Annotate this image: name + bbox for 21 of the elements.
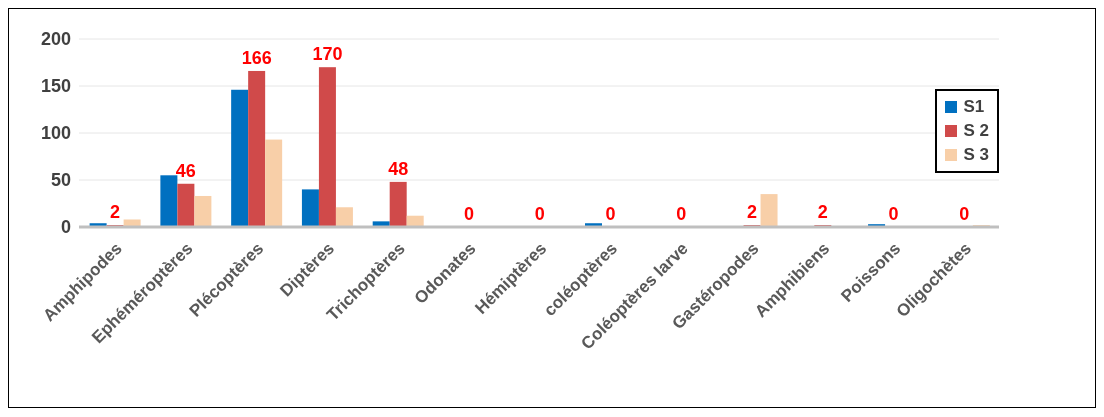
data-label: 0 — [888, 204, 899, 224]
data-label: 2 — [747, 202, 758, 223]
y-tick-label: 0 — [60, 217, 71, 238]
data-label: 0 — [959, 204, 970, 224]
data-label: 0 — [534, 204, 545, 224]
legend-label: S1 — [963, 96, 985, 118]
data-label: 2 — [817, 202, 828, 223]
data-label: 48 — [388, 158, 409, 179]
legend-label: S 3 — [963, 144, 989, 166]
y-tick-label: 150 — [40, 76, 71, 97]
data-label: 0 — [676, 204, 687, 224]
y-tick-label: 200 — [40, 29, 71, 50]
data-label: 2 — [110, 202, 121, 223]
data-label: 46 — [175, 160, 196, 181]
data-label: 166 — [241, 47, 272, 68]
data-label: 170 — [312, 44, 343, 65]
data-label: 0 — [463, 204, 474, 224]
legend-label: S 2 — [963, 120, 989, 142]
y-tick-label: 100 — [40, 123, 71, 144]
data-label: 0 — [605, 204, 616, 224]
y-tick-label: 50 — [50, 170, 71, 191]
